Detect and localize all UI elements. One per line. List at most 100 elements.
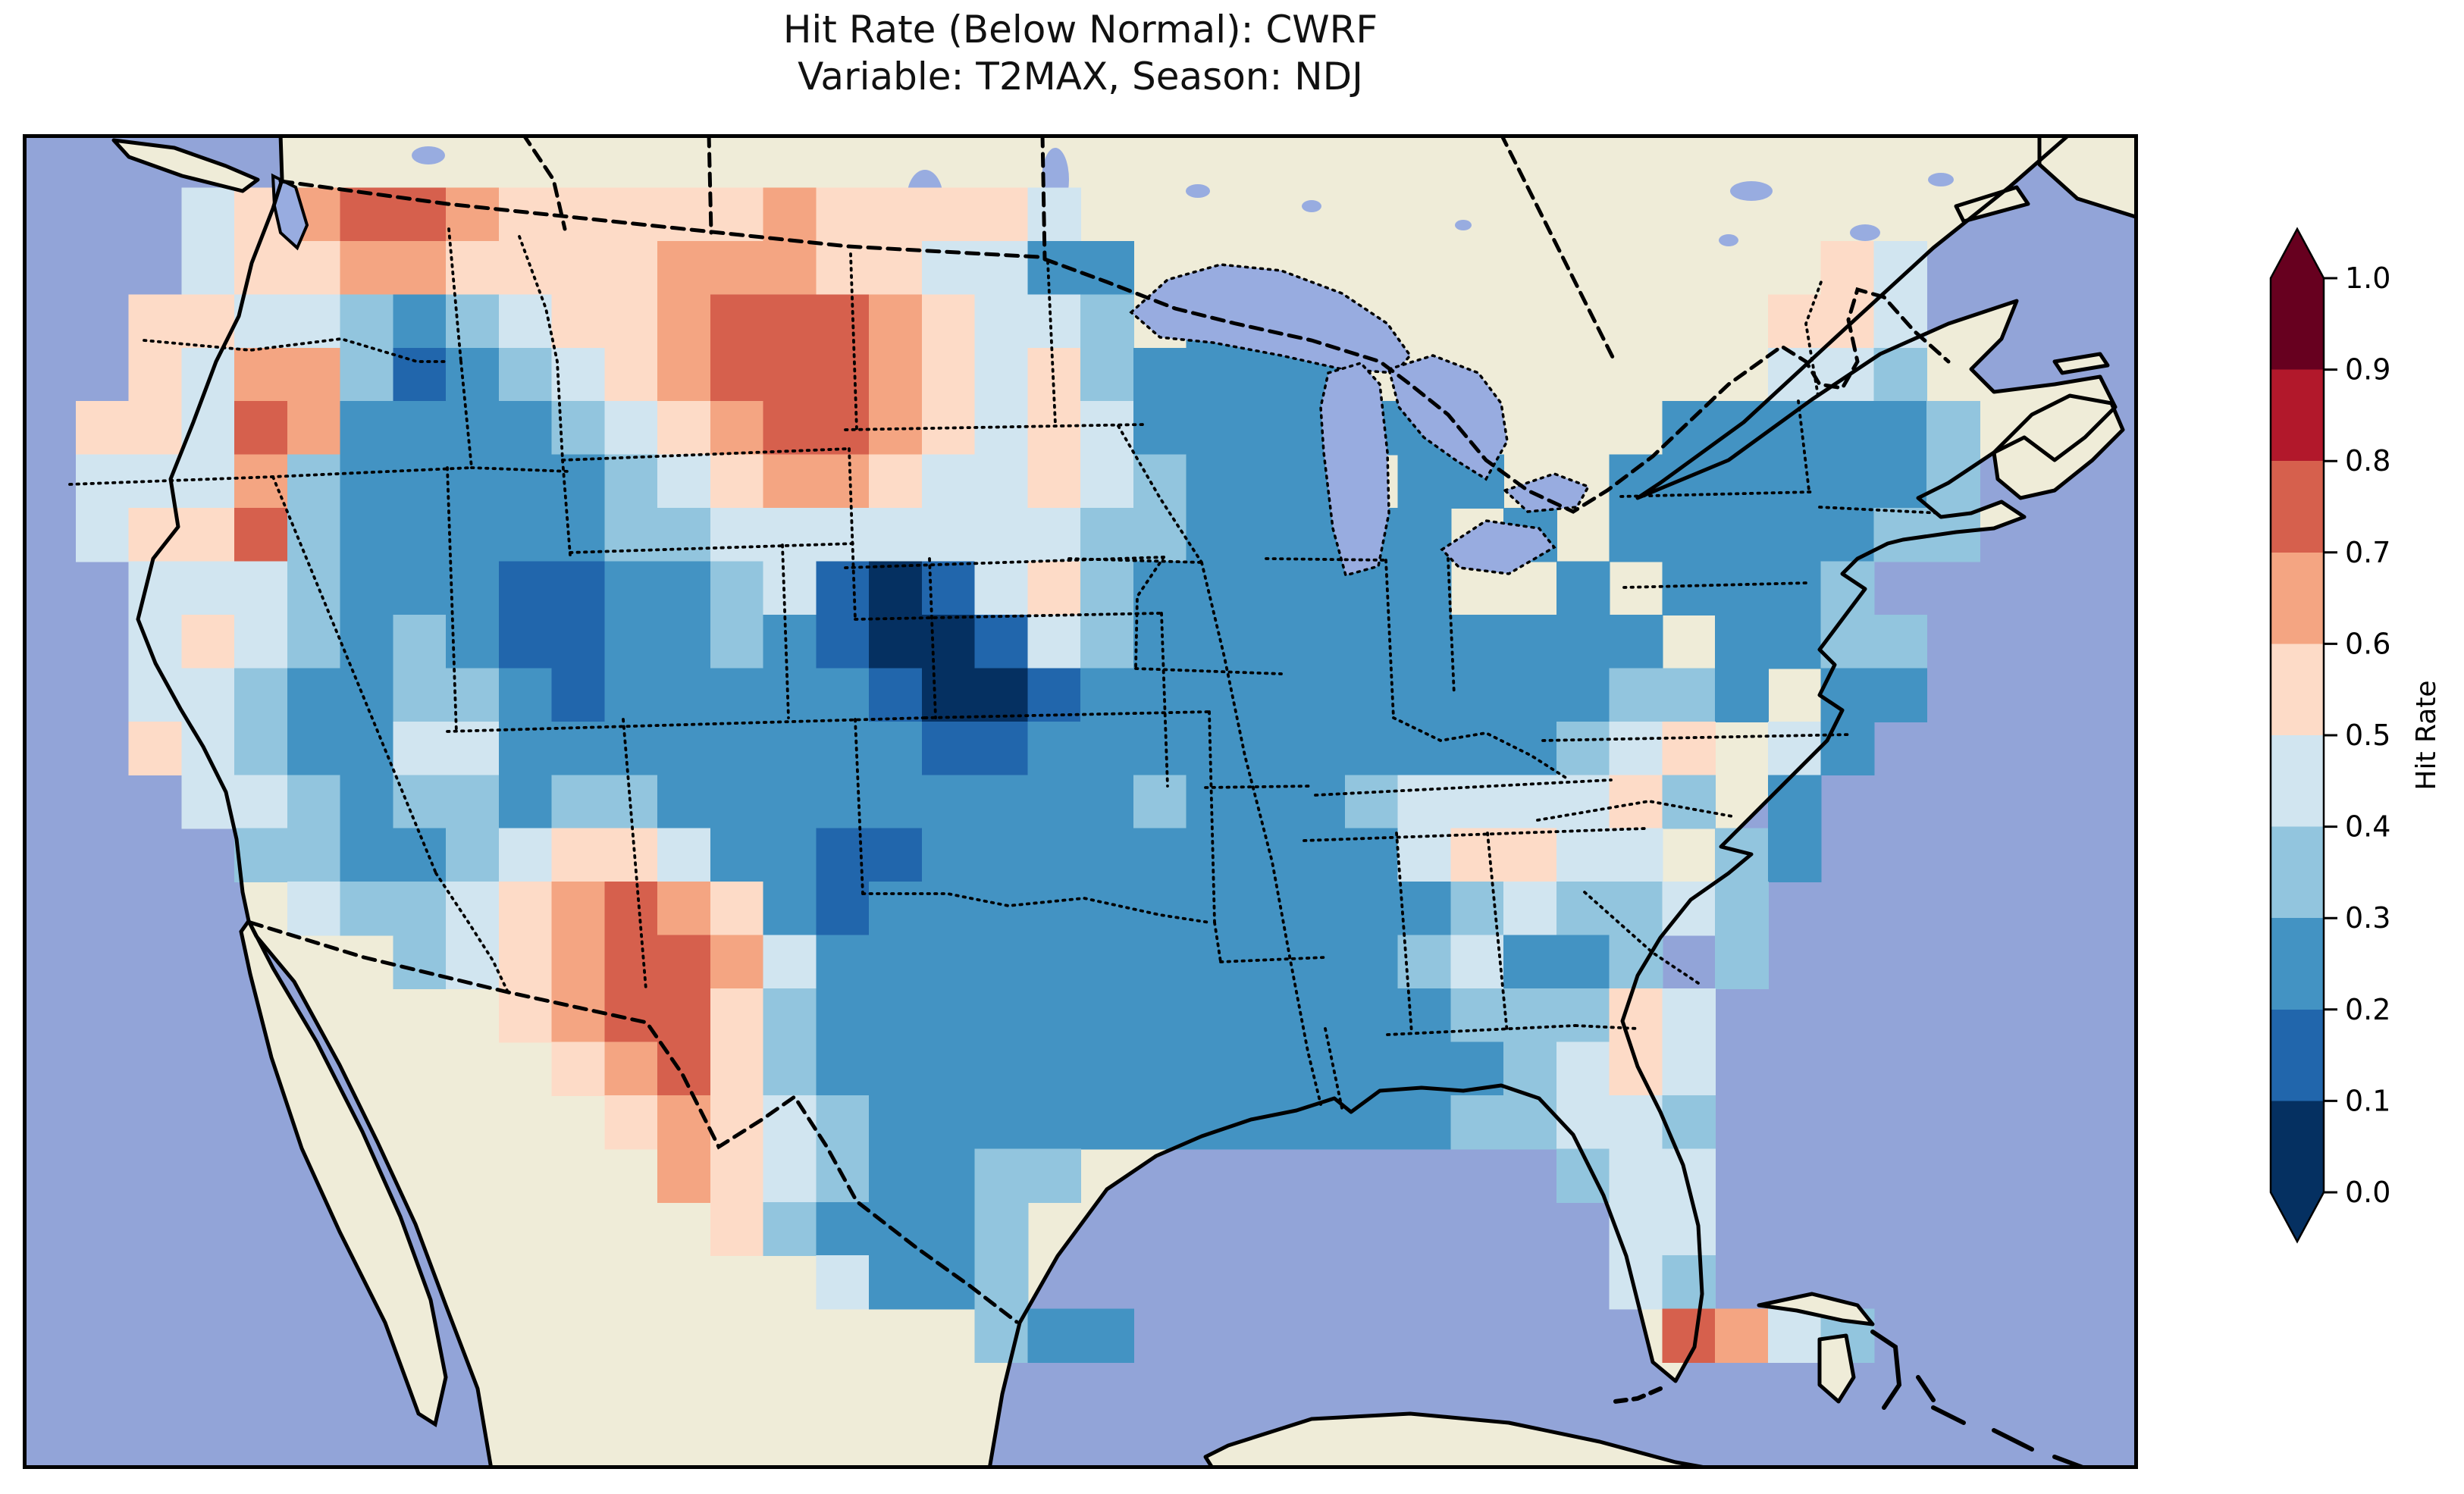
heat-cell — [922, 187, 976, 241]
heat-cell — [1821, 241, 1875, 295]
heat-cell — [1873, 241, 1927, 295]
heat-cell — [552, 775, 606, 828]
heat-cell — [1239, 562, 1293, 615]
heat-cell — [975, 455, 1029, 509]
colorbar-segments — [2271, 229, 2324, 1242]
heat-cell — [763, 1202, 817, 1256]
heat-cell — [393, 508, 447, 562]
heat-cell — [922, 882, 976, 935]
title-line-2: Variable: T2MAX, Season: NDJ — [23, 53, 2138, 100]
heat-cell — [816, 1042, 870, 1096]
colorbar-segment — [2271, 1010, 2324, 1101]
heat-cell — [181, 615, 235, 669]
heat-cell — [922, 935, 976, 989]
heat-cell — [499, 668, 553, 722]
heat-cell — [1133, 882, 1187, 935]
heat-cell — [657, 401, 711, 455]
heat-cell — [1715, 562, 1769, 615]
heat-cell — [1503, 1095, 1557, 1149]
colorbar-arrow-top — [2271, 229, 2324, 278]
heat-cell — [1873, 615, 1927, 669]
heat-cell — [604, 1042, 658, 1096]
heat-cell — [975, 1202, 1029, 1256]
heat-cell — [1610, 1042, 1663, 1096]
heat-cell — [287, 455, 341, 509]
heat-cell — [657, 294, 711, 348]
heat-cell — [869, 1042, 923, 1096]
heat-cell — [975, 294, 1029, 348]
heat-cell — [1027, 988, 1081, 1042]
heat-cell — [1662, 775, 1716, 828]
heat-cell — [234, 562, 288, 615]
heat-cell — [1133, 508, 1187, 562]
heat-cell — [604, 935, 658, 989]
heat-cell — [657, 241, 711, 295]
heat-cell — [499, 562, 553, 615]
heat-cell — [1503, 935, 1557, 989]
heat-cell — [1080, 401, 1134, 455]
heat-cell — [1450, 722, 1504, 775]
heat-cell — [1610, 668, 1663, 722]
heat-cell — [710, 241, 764, 295]
heat-cell — [922, 775, 976, 828]
heat-cell — [922, 988, 976, 1042]
heat-cell — [1450, 988, 1504, 1042]
heat-cell — [552, 508, 606, 562]
heat-cell — [816, 775, 870, 828]
heat-cell — [975, 348, 1029, 402]
heat-cell — [1080, 455, 1134, 509]
heat-cell — [763, 348, 817, 402]
heat-cell — [657, 882, 711, 935]
heat-cell — [657, 562, 711, 615]
heat-cell — [816, 988, 870, 1042]
heat-cell — [657, 668, 711, 722]
heat-cell — [1450, 935, 1504, 989]
heat-cell — [975, 828, 1029, 882]
heat-cell — [1503, 668, 1557, 722]
heat-cell — [552, 348, 606, 402]
title-line-1: Hit Rate (Below Normal): CWRF — [23, 6, 2138, 53]
heat-cell — [1292, 935, 1346, 989]
heat-cell — [657, 722, 711, 775]
heat-cell — [1715, 508, 1769, 562]
heat-cell — [1080, 1095, 1134, 1149]
heat-cell — [340, 241, 394, 295]
heat-cell — [710, 1042, 764, 1096]
heat-cell — [499, 828, 553, 882]
heat-cell — [1345, 1095, 1399, 1149]
heat-cell — [922, 1255, 976, 1309]
heat-cell — [1398, 775, 1452, 828]
heat-cell — [552, 294, 606, 348]
heat-cell — [1292, 722, 1346, 775]
heat-cell — [1450, 615, 1504, 669]
heat-cell — [552, 668, 606, 722]
heat-cell — [446, 401, 500, 455]
heat-cell — [710, 722, 764, 775]
colorbar-tick-label: 0.9 — [2345, 353, 2390, 387]
heat-cell — [975, 187, 1029, 241]
heat-cell — [1292, 615, 1346, 669]
heat-cell — [763, 1148, 817, 1202]
heat-cell — [1345, 722, 1399, 775]
heat-cell — [1398, 455, 1452, 509]
heat-cell — [1556, 722, 1610, 775]
heat-cell — [869, 187, 923, 241]
heat-cell — [922, 1042, 976, 1096]
heat-cell — [1610, 882, 1663, 935]
colorbar-ticks: 1.00.90.80.70.60.50.40.30.20.10.0 — [2324, 262, 2390, 1209]
heat-cell — [1715, 668, 1769, 722]
heat-cell — [816, 562, 870, 615]
heat-cell — [1768, 615, 1822, 669]
heat-cell — [1556, 1095, 1610, 1149]
heat-cell — [657, 775, 711, 828]
heat-cell — [1187, 935, 1240, 989]
heat-cell — [1080, 294, 1134, 348]
heat-cell — [816, 668, 870, 722]
colorbar-segment — [2271, 461, 2324, 553]
heat-cell — [604, 241, 658, 295]
heat-cell — [287, 722, 341, 775]
heat-cell — [393, 562, 447, 615]
heat-cell — [1133, 1095, 1187, 1149]
heat-cell — [1027, 1148, 1081, 1202]
heat-cell — [1027, 1095, 1081, 1149]
